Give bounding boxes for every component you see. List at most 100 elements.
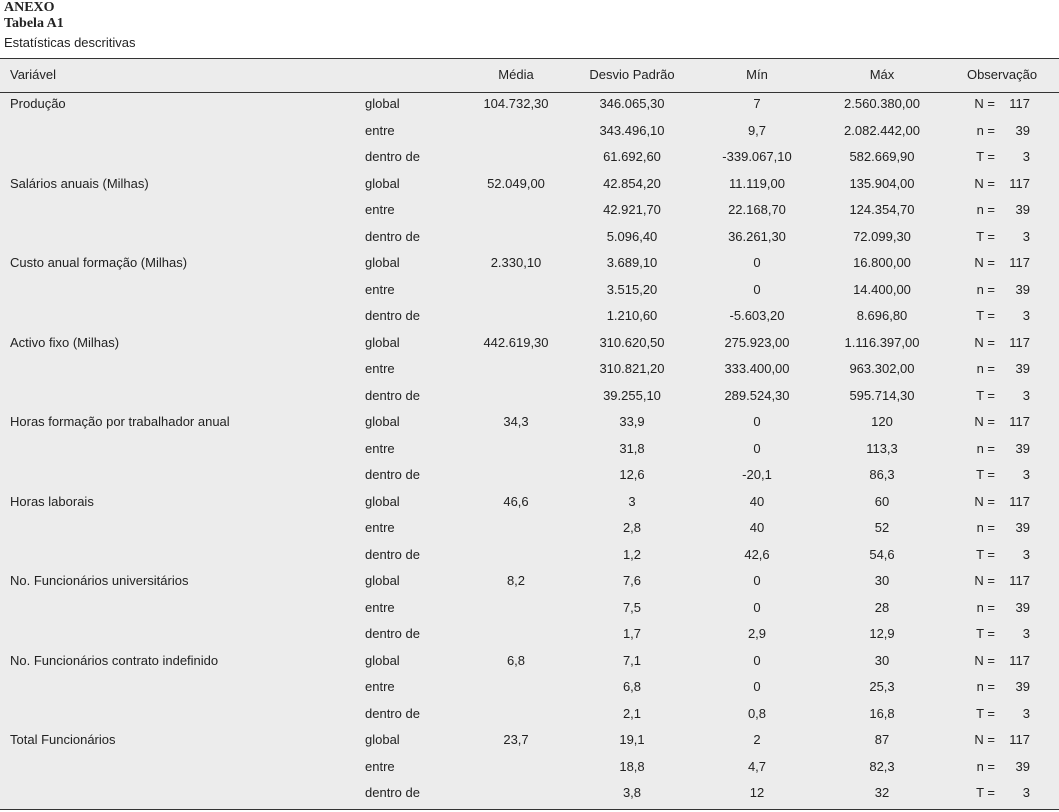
obs-label: T = <box>976 308 995 324</box>
statistic-type: entre <box>365 440 395 456</box>
obs-count: 3 <box>1022 308 1030 324</box>
obs-label: n = <box>976 520 995 536</box>
statistic-type: global <box>365 334 400 350</box>
max: 72.099,30 <box>853 228 911 244</box>
variable-name: No. Funcionários universitários <box>10 573 189 589</box>
std-dev: 1,7 <box>622 626 642 642</box>
statistic-type: entre <box>365 520 395 536</box>
obs-label: N = <box>974 334 995 350</box>
variable-name: Produção <box>10 96 66 111</box>
min: 333.400,00 <box>724 361 790 377</box>
obs-label: N = <box>974 652 995 668</box>
obs-label: N = <box>974 493 995 509</box>
statistic-type: dentro de <box>365 387 420 403</box>
obs-count: 3 <box>1022 467 1030 483</box>
min: 7 <box>753 96 761 111</box>
obs-count: 39 <box>1015 281 1030 297</box>
statistic-type: global <box>365 255 400 271</box>
min: 0 <box>753 255 761 271</box>
min: 12 <box>749 785 765 801</box>
std-dev: 39.255,10 <box>603 387 661 403</box>
column-header: Observação <box>966 67 1038 82</box>
min: 275.923,00 <box>724 334 790 350</box>
obs-label: T = <box>976 546 995 562</box>
std-dev: 7,5 <box>622 599 642 615</box>
statistic-type: entre <box>365 758 395 774</box>
obs-label: n = <box>976 758 995 774</box>
max: 1.116.397,00 <box>844 334 920 350</box>
min: 11.119,00 <box>729 175 785 191</box>
obs-label: n = <box>976 361 995 377</box>
min: 22.168,70 <box>728 202 786 218</box>
obs-label: n = <box>976 122 995 138</box>
std-dev: 6,8 <box>622 679 642 695</box>
min: 40 <box>749 493 765 509</box>
statistic-type: dentro de <box>365 228 420 244</box>
mean: 2.330,10 <box>490 255 542 271</box>
obs-count: 39 <box>1015 361 1030 377</box>
std-dev: 310.821,20 <box>599 361 665 377</box>
obs-count: 3 <box>1022 626 1030 642</box>
statistic-type: global <box>365 96 400 111</box>
obs-label: n = <box>976 599 995 615</box>
min: 289.524,30 <box>724 387 790 403</box>
obs-label: N = <box>974 414 995 430</box>
max: 60 <box>874 493 890 509</box>
statistic-type: dentro de <box>365 546 420 562</box>
max: 963.302,00 <box>849 361 915 377</box>
mean: 6,8 <box>506 652 526 668</box>
max: 16.800,00 <box>853 255 911 271</box>
mean: 46,6 <box>503 493 529 509</box>
std-dev: 346.065,30 <box>599 96 665 111</box>
max: 12,9 <box>869 626 895 642</box>
obs-label: T = <box>976 467 995 483</box>
statistic-type: entre <box>365 679 395 695</box>
max: 32 <box>874 785 890 801</box>
max: 135.904,00 <box>849 175 915 191</box>
table-subtitle: Estatísticas descritivas <box>4 35 136 50</box>
max: 113,3 <box>866 440 898 456</box>
std-dev: 3.515,20 <box>606 281 658 297</box>
obs-label: T = <box>976 785 995 801</box>
obs-label: T = <box>976 149 995 165</box>
std-dev: 2,1 <box>622 705 642 721</box>
max: 52 <box>874 520 890 536</box>
variable-name: Salários anuais (Milhas) <box>10 175 149 191</box>
min: 42,6 <box>744 546 770 562</box>
obs-count: 3 <box>1022 387 1030 403</box>
std-dev: 1,2 <box>622 546 642 562</box>
statistic-type: global <box>365 414 400 430</box>
obs-label: n = <box>976 202 995 218</box>
std-dev: 3 <box>628 493 636 509</box>
obs-count: 117 <box>1009 493 1030 509</box>
statistic-type: dentro de <box>365 626 420 642</box>
max: 87 <box>874 732 890 748</box>
std-dev: 33,9 <box>619 414 645 430</box>
max: 54,6 <box>869 546 895 562</box>
statistic-type: dentro de <box>365 149 420 165</box>
obs-label: N = <box>974 96 995 111</box>
std-dev: 18,8 <box>619 758 645 774</box>
obs-count: 39 <box>1015 202 1030 218</box>
min: 0 <box>753 599 761 615</box>
obs-label: T = <box>976 387 995 403</box>
max: 14.400,00 <box>853 281 911 297</box>
std-dev: 12,6 <box>619 467 645 483</box>
variable-name: Horas laborais <box>10 493 94 509</box>
statistic-type: global <box>365 652 400 668</box>
std-dev: 61.692,60 <box>603 149 661 165</box>
std-dev: 7,1 <box>622 652 642 668</box>
std-dev: 31,8 <box>619 440 645 456</box>
obs-count: 3 <box>1022 785 1030 801</box>
std-dev: 3,8 <box>622 785 642 801</box>
column-header: Máx <box>869 67 895 82</box>
max: 595.714,30 <box>849 387 915 403</box>
mean: 34,3 <box>503 414 529 430</box>
obs-count: 117 <box>1009 414 1030 430</box>
obs-count: 39 <box>1015 758 1030 774</box>
std-dev: 3.689,10 <box>606 255 658 271</box>
mean: 442.619,30 <box>483 334 549 350</box>
max: 28 <box>874 599 890 615</box>
obs-count: 117 <box>1009 732 1030 748</box>
obs-label: n = <box>976 281 995 297</box>
